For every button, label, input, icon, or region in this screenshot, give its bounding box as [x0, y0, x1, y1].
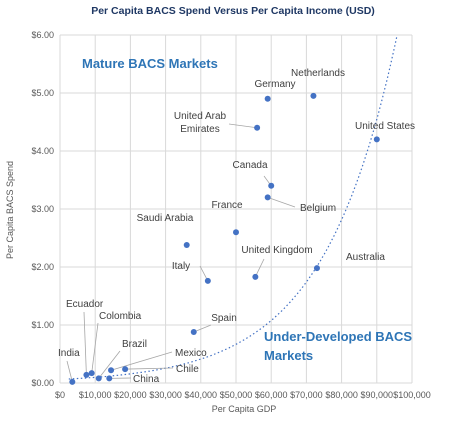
x-tick-label: $80,000	[325, 390, 358, 400]
data-point-germany	[265, 96, 271, 102]
point-label-france: France	[211, 200, 243, 211]
point-label-brazil: Brazil	[122, 339, 147, 350]
point-label-germany: Germany	[254, 79, 295, 90]
y-axis-title: Per Capita BACS Spend	[5, 161, 15, 259]
data-point-canada	[268, 183, 274, 189]
point-label-canada: Canada	[232, 160, 267, 171]
underdeveloped-markets-annotation: Under-Developed BACS	[264, 329, 412, 344]
x-tick-label: $0	[55, 390, 65, 400]
x-tick-label: $100,000	[393, 390, 431, 400]
mature-markets-annotation: Mature BACS Markets	[82, 56, 218, 71]
data-point-netherlands	[310, 93, 316, 99]
leader-line	[111, 352, 172, 370]
data-point-australia	[314, 265, 320, 271]
leader-line	[84, 312, 86, 375]
y-tick-label: $2.00	[31, 262, 54, 272]
point-label-united-arab-emirates: Emirates	[180, 124, 219, 135]
leader-line	[99, 351, 120, 378]
data-point-mexico	[108, 367, 114, 373]
point-label-ecuador: Ecuador	[66, 299, 104, 310]
x-tick-label: $20,000	[114, 390, 147, 400]
x-tick-label: $40,000	[185, 390, 218, 400]
data-point-belgium	[265, 194, 271, 200]
point-label-saudi-arabia: Saudi Arabia	[137, 213, 194, 224]
point-label-mexico: Mexico	[175, 348, 207, 359]
point-label-italy: Italy	[172, 261, 190, 272]
y-tick-label: $0.00	[31, 378, 54, 388]
point-label-chile: Chile	[176, 364, 199, 375]
point-label-spain: Spain	[211, 313, 237, 324]
data-point-france	[233, 229, 239, 235]
data-point-united-kingdom	[252, 274, 258, 280]
y-tick-label: $3.00	[31, 204, 54, 214]
point-label-australia: Australia	[346, 252, 385, 263]
leader-line	[229, 124, 257, 128]
underdeveloped-markets-annotation-line2: Markets	[264, 348, 313, 363]
point-label-colombia: Colombia	[99, 311, 142, 322]
point-label-india: India	[58, 348, 80, 359]
chart-title: Per Capita BACS Spend Versus Per Capita …	[91, 5, 375, 17]
leader-line	[268, 197, 295, 207]
data-point-ecuador	[83, 372, 89, 378]
point-label-belgium: Belgium	[300, 203, 336, 214]
data-point-saudi-arabia	[184, 242, 190, 248]
data-point-india	[69, 379, 75, 385]
point-label-china: China	[133, 374, 160, 385]
x-tick-label: $90,000	[361, 390, 394, 400]
data-point-brazil	[96, 375, 102, 381]
point-label-netherlands: Netherlands	[291, 68, 345, 79]
point-label-united-kingdom: United Kingdom	[241, 245, 312, 256]
data-point-colombia	[89, 370, 95, 376]
data-point-spain	[191, 329, 197, 335]
x-tick-label: $50,000	[220, 390, 253, 400]
point-label-united-states: United States	[355, 121, 415, 132]
x-tick-label: $10,000	[79, 390, 112, 400]
y-tick-label: $4.00	[31, 146, 54, 156]
y-tick-label: $1.00	[31, 320, 54, 330]
point-label-united-arab-emirates: United Arab	[174, 111, 227, 122]
data-point-chile	[122, 366, 128, 372]
data-point-united-states	[374, 136, 380, 142]
data-point-united-arab-emirates	[254, 125, 260, 131]
x-tick-label: $60,000	[255, 390, 288, 400]
axis-ticks: $0 $10,000$20,000$30,000$40,000$50,000$60…	[31, 30, 430, 400]
x-axis-title: Per Capita GDP	[212, 404, 277, 414]
x-tick-label: $70,000	[290, 390, 323, 400]
y-tick-label: $6.00	[31, 30, 54, 40]
x-tick-label: $30,000	[149, 390, 182, 400]
data-point-china	[106, 375, 112, 381]
data-point-italy	[205, 278, 211, 284]
y-tick-label: $5.00	[31, 88, 54, 98]
